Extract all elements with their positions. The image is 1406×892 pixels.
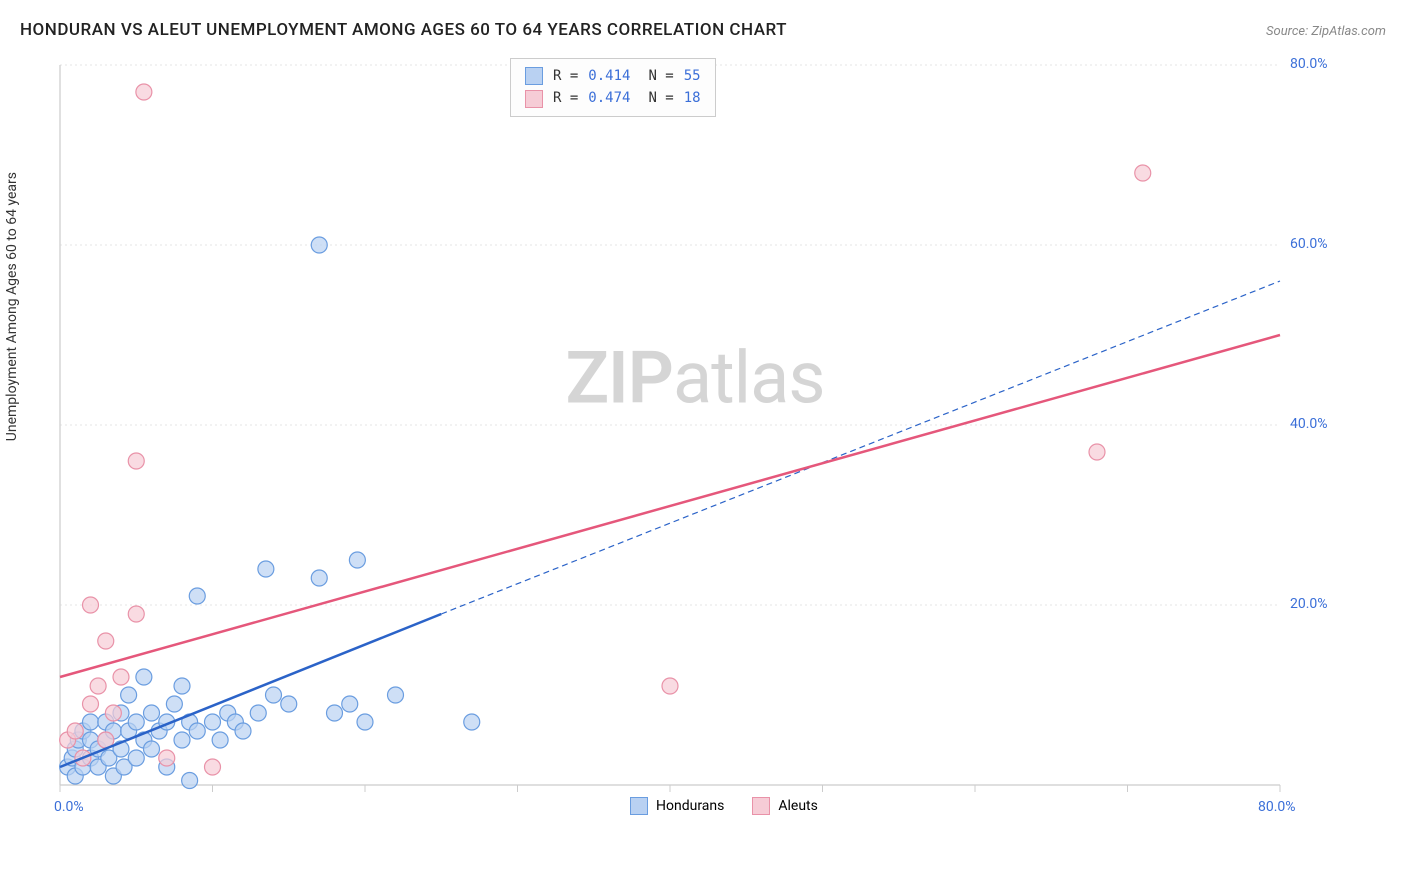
legend-label: Hondurans — [656, 798, 724, 814]
n-label: N = — [648, 87, 673, 109]
scatter-plot: ZIPatlas R = 0.414 N = 55 R = 0.474 N = … — [50, 55, 1340, 825]
chart-title: HONDURAN VS ALEUT UNEMPLOYMENT AMONG AGE… — [20, 20, 787, 40]
n-value: 18 — [684, 87, 701, 109]
stats-row: R = 0.414 N = 55 — [525, 65, 701, 87]
n-value: 55 — [684, 65, 701, 87]
legend-swatch — [525, 90, 543, 108]
legend-swatch — [630, 797, 648, 815]
r-label: R = — [553, 65, 578, 87]
r-value: 0.474 — [588, 87, 630, 109]
r-value: 0.414 — [588, 65, 630, 87]
plot-svg — [50, 55, 1340, 825]
stats-row: R = 0.474 N = 18 — [525, 87, 701, 109]
correlation-stats-box: R = 0.414 N = 55 R = 0.474 N = 18 — [510, 58, 716, 117]
y-axis-label: Unemployment Among Ages 60 to 64 years — [4, 172, 20, 441]
axis-tick-label: 20.0% — [1290, 596, 1328, 612]
series-legend: Hondurans Aleuts — [630, 797, 818, 815]
legend-swatch — [752, 797, 770, 815]
source-attribution: Source: ZipAtlas.com — [1266, 24, 1386, 39]
axis-tick-label: 40.0% — [1290, 416, 1328, 432]
axis-tick-label: 60.0% — [1290, 236, 1328, 252]
r-label: R = — [553, 87, 578, 109]
legend-item: Aleuts — [752, 797, 817, 815]
n-label: N = — [648, 65, 673, 87]
legend-label: Aleuts — [778, 798, 817, 814]
axis-tick-label: 0.0% — [54, 799, 84, 815]
legend-swatch — [525, 67, 543, 85]
legend-item: Hondurans — [630, 797, 724, 815]
axis-tick-label: 80.0% — [1290, 56, 1328, 72]
title-bar: HONDURAN VS ALEUT UNEMPLOYMENT AMONG AGE… — [20, 20, 1386, 40]
axis-tick-label: 80.0% — [1258, 799, 1296, 815]
